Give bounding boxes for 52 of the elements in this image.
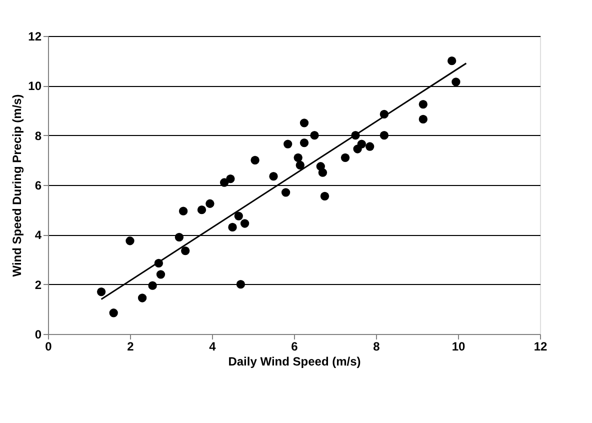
point [300,138,309,148]
y-tick-label: 0 [34,328,42,342]
point [226,174,235,184]
point [294,153,302,162]
point [206,199,214,208]
point [96,287,106,296]
point [380,131,389,140]
y-tick-label: 6 [34,178,42,192]
y-tick-label: 10 [28,79,42,94]
x-tick-label: 10 [452,340,466,354]
point [126,236,134,246]
point [366,142,374,151]
point [220,178,229,187]
point [148,281,157,290]
point [310,131,319,140]
point [300,118,309,128]
x-tick-label: 4 [209,340,216,354]
point [340,153,350,162]
x-tick-label: 12 [534,340,548,354]
point [109,308,118,318]
x-tick-label: 2 [127,340,134,354]
point [228,222,237,232]
point [418,114,428,124]
point [448,56,456,66]
x-tick-label: 6 [291,340,298,354]
point [197,206,206,214]
x-tick-label: 0 [45,340,52,354]
point [236,280,246,289]
x-axis-title: Daily Wind Speed (m/s) [228,354,361,368]
y-tick-label: 8 [34,128,42,143]
point [357,140,366,148]
point [296,160,304,170]
point [234,212,243,220]
point [418,100,428,109]
point [174,232,184,242]
point [284,140,292,148]
point [452,78,460,86]
point [250,156,260,164]
y-axis-title: Wind Speed During Precip (m/s) [10,94,24,277]
point [156,270,166,279]
y-tick-label: 12 [28,30,42,44]
y-tick-label: 2 [34,278,42,292]
point [269,172,278,181]
point [138,294,147,302]
point [318,168,328,177]
y-tick-label: 4 [34,228,42,242]
x-tick-label: 8 [373,340,380,354]
point [181,246,190,256]
point [281,188,290,197]
point [178,206,188,216]
point [240,219,250,228]
point [320,192,330,200]
